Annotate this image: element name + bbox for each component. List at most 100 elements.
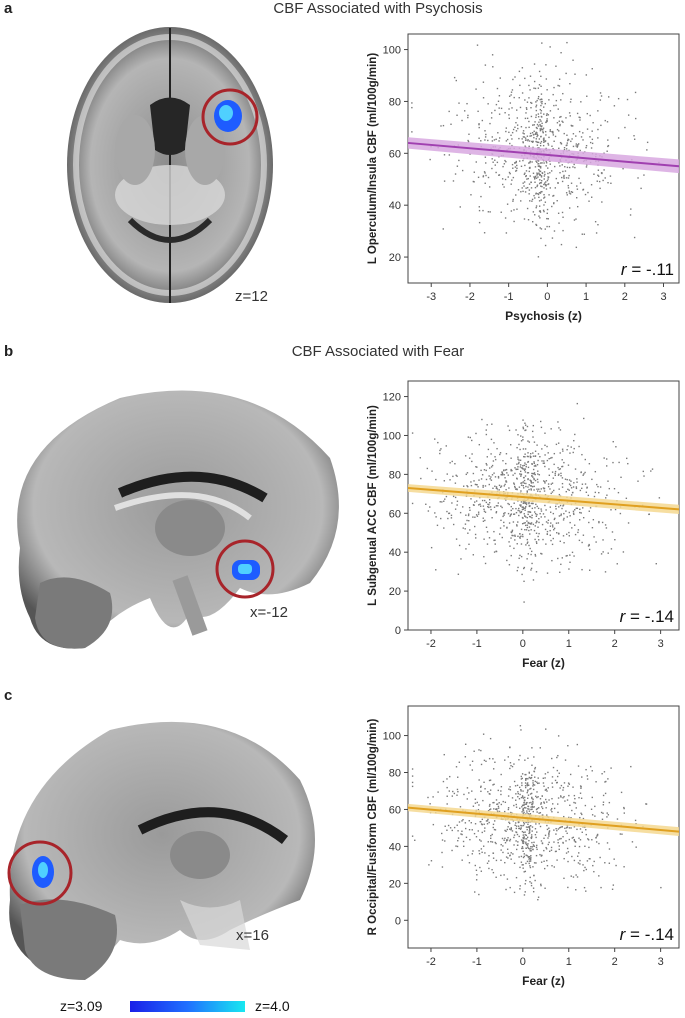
data-point — [534, 538, 536, 541]
data-point — [458, 159, 460, 162]
data-point — [494, 476, 497, 478]
data-point — [536, 135, 538, 138]
data-point — [540, 135, 542, 138]
data-point — [580, 136, 583, 138]
data-point — [541, 128, 543, 131]
data-point — [567, 745, 569, 747]
data-point — [468, 519, 470, 522]
data-point — [519, 866, 521, 869]
data-point — [565, 827, 568, 829]
x-tick-label: 1 — [566, 638, 572, 650]
data-point — [578, 796, 580, 799]
data-point — [551, 786, 554, 788]
data-point — [480, 790, 482, 793]
data-point — [518, 759, 520, 761]
data-point — [545, 181, 547, 183]
data-point — [592, 518, 595, 521]
data-point — [488, 475, 490, 477]
data-point — [601, 172, 603, 175]
data-point — [457, 790, 459, 793]
data-point — [522, 465, 524, 467]
data-point — [549, 534, 551, 536]
data-point — [526, 186, 529, 189]
data-point — [488, 506, 490, 509]
x-tick-label: 1 — [566, 956, 572, 968]
data-point — [564, 478, 567, 480]
data-point — [466, 798, 468, 800]
data-point — [517, 792, 519, 795]
data-point — [494, 159, 496, 161]
data-point — [522, 535, 524, 538]
data-point — [515, 160, 518, 163]
data-point — [525, 803, 528, 805]
data-point — [579, 119, 581, 121]
data-point — [568, 190, 571, 192]
data-point — [509, 767, 511, 770]
data-point — [591, 142, 594, 145]
data-point — [513, 547, 515, 550]
data-point — [479, 866, 481, 869]
data-point — [425, 503, 427, 505]
data-point — [485, 162, 487, 164]
data-point — [504, 861, 506, 864]
data-point — [508, 522, 511, 524]
data-point — [620, 476, 622, 479]
data-point — [461, 830, 463, 832]
data-point — [525, 107, 528, 109]
data-point — [502, 165, 504, 168]
data-point — [548, 832, 550, 835]
data-point — [520, 191, 522, 193]
data-point — [577, 855, 579, 857]
data-point — [533, 529, 536, 532]
data-point — [485, 462, 487, 465]
data-point — [541, 523, 544, 526]
data-point — [521, 482, 523, 484]
data-point — [449, 827, 452, 829]
data-point — [533, 472, 536, 474]
data-point — [567, 187, 570, 189]
x-tick-label: -1 — [504, 291, 514, 303]
data-point — [591, 770, 593, 772]
data-point — [510, 764, 512, 767]
data-point — [581, 776, 583, 778]
data-point — [513, 836, 515, 839]
data-point — [560, 472, 562, 475]
data-point — [528, 183, 531, 185]
data-point — [521, 830, 524, 833]
data-point — [531, 132, 534, 134]
data-point — [529, 89, 531, 91]
data-point — [494, 841, 496, 844]
data-point — [508, 429, 511, 432]
data-point — [535, 101, 537, 103]
data-point — [522, 796, 524, 798]
data-point — [557, 108, 559, 110]
data-point — [515, 507, 517, 510]
data-point — [530, 523, 532, 525]
data-point — [548, 835, 550, 837]
data-point — [550, 170, 553, 172]
data-point — [508, 821, 510, 824]
data-point — [554, 779, 557, 782]
data-point — [559, 172, 561, 174]
data-point — [545, 188, 548, 190]
data-point — [539, 227, 541, 229]
data-point — [537, 535, 539, 538]
data-point — [482, 505, 485, 507]
data-point — [528, 839, 530, 842]
data-point — [497, 132, 499, 134]
data-point — [610, 509, 612, 511]
colorbar-low-label: z=3.09 — [60, 998, 103, 1014]
data-point — [493, 539, 495, 542]
data-point — [544, 140, 547, 142]
data-point — [476, 801, 478, 804]
data-point — [491, 136, 493, 138]
data-point — [563, 815, 565, 818]
data-point — [461, 820, 463, 822]
data-point — [545, 509, 547, 511]
data-point — [471, 453, 473, 455]
data-point — [574, 166, 576, 169]
data-point — [490, 466, 493, 468]
data-point — [523, 468, 525, 470]
data-point — [499, 486, 502, 488]
data-point — [588, 200, 590, 202]
